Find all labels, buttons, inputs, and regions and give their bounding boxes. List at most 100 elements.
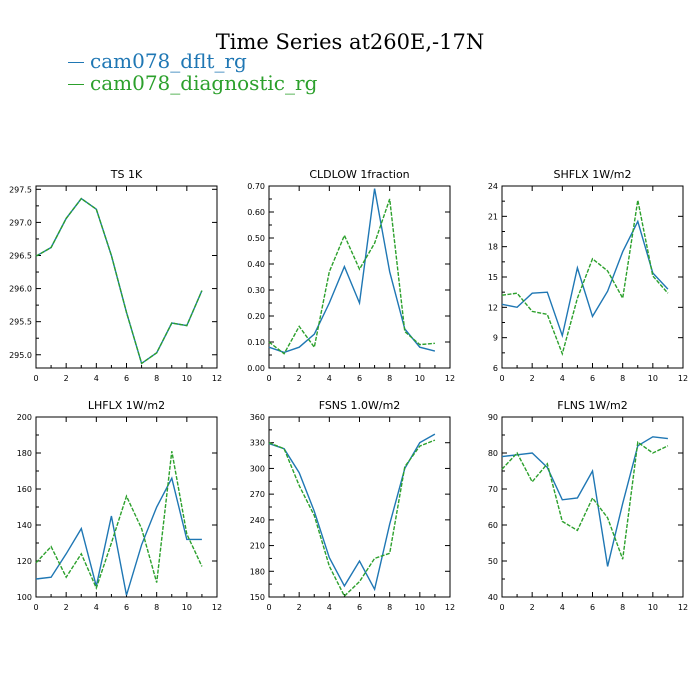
x-tick-label: 12 — [678, 374, 688, 383]
y-tick-label: 210 — [250, 542, 265, 551]
x-tick-label: 0 — [266, 374, 271, 383]
y-tick-label: 180 — [250, 567, 265, 576]
series-line-cam078-diagnostic-rg — [35, 451, 203, 590]
x-tick-label: 6 — [590, 603, 595, 612]
x-tick-label: 6 — [590, 374, 595, 383]
series-line-cam078-dflt-rg — [268, 188, 436, 354]
y-tick-label: 300 — [250, 464, 265, 473]
plot-frame — [35, 416, 218, 598]
chart-title-flns: FLNS 1W/m2 — [557, 399, 627, 412]
y-tick-label: 60 — [488, 521, 498, 530]
series-line-cam078-dflt-rg — [501, 436, 668, 567]
chart-ts: TS 1K 0 2 4 6 8 10 12 295.0 295.5 296.0 296.5 297.0 2… — [9, 168, 222, 383]
y-tick-label: 40 — [488, 593, 498, 602]
series-line-cam078-dflt-rg — [268, 433, 436, 592]
y-tick-label: 150 — [250, 593, 265, 602]
legend: cam078_dflt_rg cam078_diagnostic_rg — [68, 50, 317, 94]
series-line-cam078-dflt-rg — [35, 476, 202, 596]
x-tick-label: 4 — [560, 374, 565, 383]
x-tick-label: 12 — [445, 603, 455, 612]
y-tick-label: 120 — [17, 557, 32, 566]
x-tick-label: 2 — [530, 374, 535, 383]
chart-title-cldlow: CLDLOW 1fraction — [309, 168, 409, 181]
legend-swatch-dflt — [68, 62, 84, 63]
y-tick-label: 0.30 — [247, 286, 265, 295]
legend-item-diagnostic: cam078_diagnostic_rg — [68, 72, 317, 94]
y-tick-label: 0.10 — [247, 338, 265, 347]
y-tick-label: 140 — [17, 521, 32, 530]
chart-title-ts: TS 1K — [110, 168, 143, 181]
y-tick-label: 12 — [488, 303, 498, 312]
chart-fsns: FSNS 1.0W/m2 0 2 4 6 8 10 12 150 180 210 240 270 300 3… — [250, 399, 455, 612]
legend-label-diagnostic: cam078_diagnostic_rg — [90, 71, 318, 95]
legend-item-dflt: cam078_dflt_rg — [68, 50, 317, 72]
x-tick-label: 4 — [327, 603, 332, 612]
y-tick-label: 90 — [488, 413, 498, 422]
x-tick-label: 6 — [124, 603, 129, 612]
chart-cldlow: CLDLOW 1fraction 0 2 4 6 8 10 12 0.00 0.10 0.20 0.3… — [247, 168, 455, 383]
x-tick-label: 2 — [297, 374, 302, 383]
x-tick-label: 10 — [415, 374, 425, 383]
x-tick-label: 2 — [297, 603, 302, 612]
series-line-cam078-dflt-rg — [35, 197, 203, 365]
y-tick-label: 297.5 — [9, 185, 32, 194]
y-tick-label: 80 — [488, 449, 498, 458]
y-tick-label: 15 — [488, 273, 498, 282]
x-tick-label: 8 — [620, 374, 625, 383]
y-tick-label: 6 — [493, 364, 498, 373]
x-tick-label: 4 — [560, 603, 565, 612]
plot-frame — [268, 185, 451, 369]
series-line-cam078-diagnostic-rg — [268, 439, 436, 598]
y-tick-label: 0.40 — [247, 260, 265, 269]
y-tick-label: 360 — [250, 413, 265, 422]
y-tick-label: 297.0 — [9, 218, 32, 227]
x-tick-label: 4 — [327, 374, 332, 383]
chart-flns: FLNS 1W/m2 0 2 4 6 8 10 12 40 50 60 70 80 90 — [488, 399, 688, 612]
chart-title-lhflx: LHFLX 1W/m2 — [88, 399, 165, 412]
y-tick-label: 50 — [488, 557, 498, 566]
x-tick-label: 10 — [182, 374, 192, 383]
series-line-cam078-dflt-rg — [501, 219, 669, 339]
y-tick-label: 0.70 — [247, 182, 265, 191]
y-tick-label: 24 — [488, 182, 498, 191]
y-tick-label: 295.0 — [9, 351, 32, 360]
y-tick-label: 295.5 — [9, 318, 32, 327]
y-tick-label: 270 — [250, 490, 265, 499]
x-tick-label: 8 — [387, 603, 392, 612]
y-tick-label: 200 — [17, 413, 32, 422]
x-tick-label: 6 — [357, 603, 362, 612]
x-tick-label: 12 — [212, 603, 222, 612]
x-tick-label: 2 — [530, 603, 535, 612]
x-tick-label: 6 — [357, 374, 362, 383]
y-tick-label: 180 — [17, 449, 32, 458]
plot-frame — [501, 416, 684, 598]
x-tick-label: 6 — [124, 374, 129, 383]
x-tick-label: 8 — [154, 374, 159, 383]
x-tick-label: 10 — [648, 603, 658, 612]
series-line-cam078-diagnostic-rg — [35, 197, 203, 365]
x-tick-label: 12 — [678, 603, 688, 612]
chart-lhflx: LHFLX 1W/m2 0 2 4 6 8 10 12 100 120 140 160 180 200 — [17, 399, 222, 612]
x-tick-label: 0 — [33, 374, 38, 383]
y-tick-label: 0.00 — [247, 364, 265, 373]
x-tick-label: 4 — [94, 603, 99, 612]
figure-title: Time Series at260E,-17N — [215, 30, 485, 54]
x-tick-label: 4 — [94, 374, 99, 383]
y-tick-label: 330 — [250, 439, 265, 448]
y-tick-label: 296.0 — [9, 285, 32, 294]
x-tick-label: 0 — [499, 374, 504, 383]
x-tick-label: 12 — [445, 374, 455, 383]
y-tick-label: 21 — [488, 212, 498, 221]
x-tick-label: 8 — [620, 603, 625, 612]
y-tick-label: 100 — [17, 593, 32, 602]
y-tick-label: 0.60 — [247, 208, 265, 217]
x-tick-label: 2 — [64, 603, 69, 612]
series-line-cam078-diagnostic-rg — [268, 198, 435, 355]
plot-frame — [268, 416, 451, 598]
x-tick-label: 10 — [648, 374, 658, 383]
x-tick-label: 0 — [499, 603, 504, 612]
x-tick-label: 0 — [266, 603, 271, 612]
y-tick-label: 296.5 — [9, 251, 32, 260]
